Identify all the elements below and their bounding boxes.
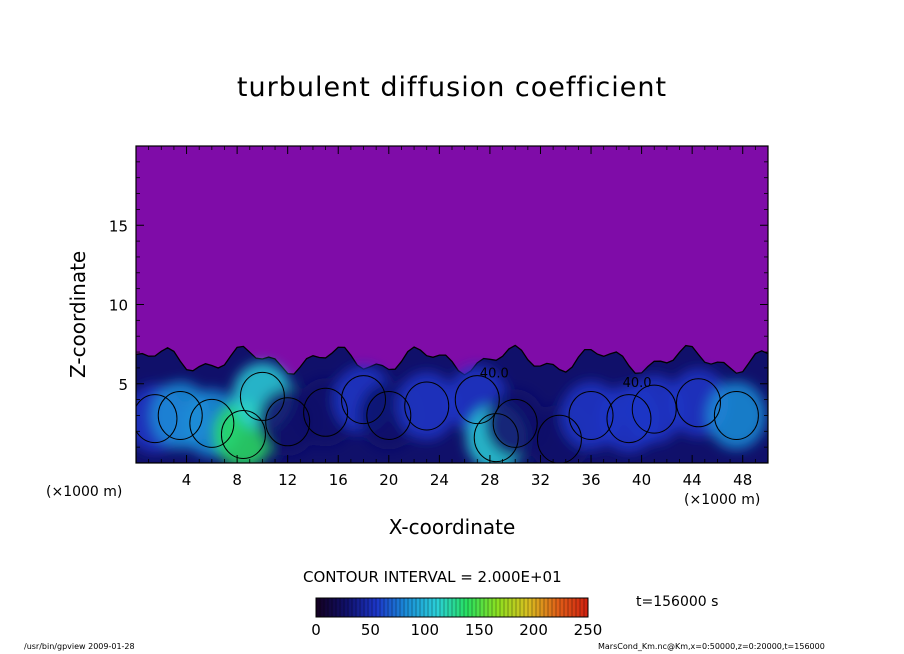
contour-line xyxy=(473,413,519,463)
contour-line xyxy=(341,375,387,425)
contour-line xyxy=(454,375,500,425)
x-tick-label: 20 xyxy=(379,471,398,489)
colorbar-tick-label: 0 xyxy=(311,621,321,639)
contour-line xyxy=(492,398,538,448)
contour-line xyxy=(303,387,349,437)
x-tick-label: 48 xyxy=(733,471,752,489)
colorbar-tick-label: 200 xyxy=(519,621,548,639)
contour-line xyxy=(675,378,721,428)
y-axis-label: Z-coordinate xyxy=(66,250,90,378)
contour-line xyxy=(568,390,614,440)
x-tick-label: 44 xyxy=(683,471,702,489)
contour-line xyxy=(536,414,582,463)
x-tick-label: 28 xyxy=(480,471,499,489)
time-label: t=156000 s xyxy=(636,594,719,610)
colorbar-tick-label: 250 xyxy=(574,621,603,639)
x-tick-label: 8 xyxy=(232,471,242,489)
contour-line xyxy=(606,394,652,444)
x-tick-label: 16 xyxy=(329,471,348,489)
footer-program: /usr/bin/gpview 2009-01-28 xyxy=(24,642,135,651)
y-tick-label: 15 xyxy=(109,217,128,235)
y-tick-label: 10 xyxy=(109,297,128,315)
contour-line xyxy=(239,371,285,421)
z-unit-label: (×1000 m) xyxy=(46,484,123,500)
contour-line xyxy=(713,390,759,440)
contour-line xyxy=(220,409,266,459)
x-tick-label: 32 xyxy=(531,471,550,489)
x-tick-label: 36 xyxy=(581,471,600,489)
contour-line xyxy=(631,384,677,434)
contour-line xyxy=(157,390,203,440)
contour-line xyxy=(189,398,235,448)
colorbar-tick-label: 150 xyxy=(465,621,494,639)
x-tick-label: 40 xyxy=(632,471,651,489)
x-tick-label: 24 xyxy=(430,471,449,489)
footer-source: MarsCond_Km.nc@Km,x=0:50000,z=0:20000,t=… xyxy=(598,642,825,651)
contour-line xyxy=(265,397,311,447)
colorbar-tick-label: 50 xyxy=(361,621,380,639)
x-tick-label: 4 xyxy=(182,471,192,489)
x-tick-label: 12 xyxy=(278,471,297,489)
contour-line xyxy=(136,394,178,444)
contour-label: 40.0 xyxy=(623,376,652,391)
chart-title: turbulent diffusion coefficient xyxy=(236,72,668,103)
y-tick-label: 5 xyxy=(118,376,128,394)
contour-line xyxy=(366,390,412,440)
contour-label: 40.0 xyxy=(480,366,509,381)
contour-interval: CONTOUR INTERVAL = 2.000E+01 xyxy=(303,568,562,586)
x-unit-label: (×1000 m) xyxy=(684,492,761,508)
colorbar-tick-label: 100 xyxy=(410,621,439,639)
x-axis-label: X-coordinate xyxy=(388,515,516,539)
contour-line xyxy=(404,381,450,431)
